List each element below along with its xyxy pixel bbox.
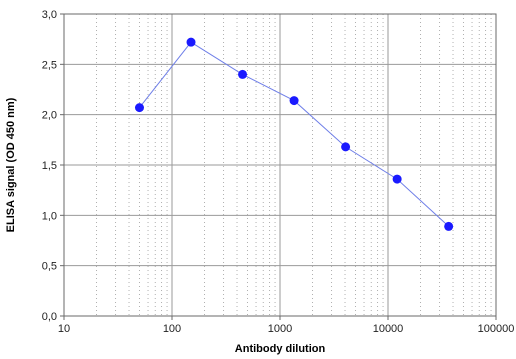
x-tick-label: 100	[163, 323, 181, 335]
tick-labels: 10 100 1000 10000 100000 0,0 0,5 1,0 1,5 2,0 2,5 3,…	[42, 9, 515, 335]
y-tick-label: 1,5	[42, 160, 57, 172]
data-point	[444, 221, 454, 231]
series-line	[139, 41, 450, 227]
data-point	[238, 69, 248, 79]
x-tick-label: 1000	[268, 323, 292, 335]
x-tick-label: 100000	[478, 323, 515, 335]
y-tick-label: 3,0	[42, 9, 57, 21]
x-tick-label: 10	[58, 323, 70, 335]
data-point	[186, 37, 196, 47]
y-tick-label: 1,0	[42, 210, 57, 222]
x-axis-title: Antibody dilution	[235, 343, 326, 355]
data-point	[392, 174, 402, 184]
y-tick-label: 2,0	[42, 110, 57, 122]
y-axis-title: ELISA signal (OD 450 nm)	[5, 97, 17, 232]
y-tick-label: 0,5	[42, 261, 57, 273]
x-tick-label: 10000	[373, 323, 404, 335]
series	[134, 37, 454, 231]
y-tick-label: 0,0	[42, 311, 57, 323]
data-point	[289, 96, 299, 106]
y-tick-label: 2,5	[42, 59, 57, 71]
grid	[63, 13, 497, 317]
data-point	[134, 103, 144, 113]
data-point	[341, 142, 351, 152]
